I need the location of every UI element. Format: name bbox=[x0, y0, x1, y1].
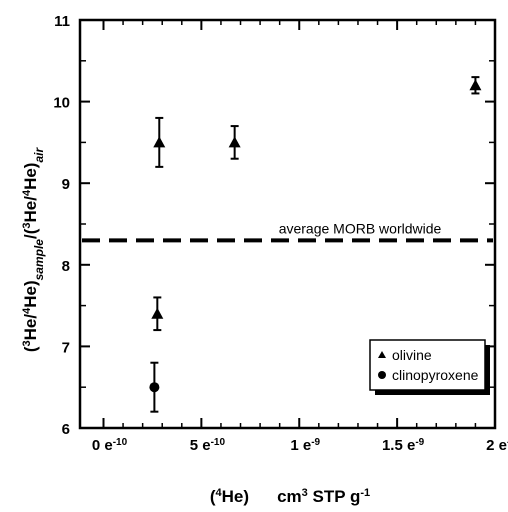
legend-box bbox=[369, 339, 486, 391]
ylabel-sup: 4 bbox=[21, 307, 33, 314]
ylabel-sub: air bbox=[32, 147, 46, 163]
xlabel-part: STP g bbox=[308, 487, 361, 506]
x-tick-label: 0 e-10 bbox=[92, 437, 128, 455]
x-tick-label: 1.5 e-9 bbox=[382, 437, 425, 455]
x-tick-mantissa: 0 e bbox=[92, 437, 113, 454]
legend-label: olivine bbox=[392, 347, 432, 363]
xlabel-part: cm bbox=[277, 487, 302, 506]
x-tick-label: 1 e-9 bbox=[290, 437, 320, 455]
legend-clinopyroxene-marker bbox=[378, 371, 386, 379]
clinopyroxene-point bbox=[149, 382, 160, 393]
x-tick-exponent: -9 bbox=[415, 437, 424, 448]
x-axis-label: (4He) cm3 STP g-1 bbox=[210, 487, 370, 506]
y-tick-label: 10 bbox=[53, 95, 70, 112]
y-tick-label: 11 bbox=[54, 13, 70, 30]
x-tick-label: 2 e-9 bbox=[486, 437, 508, 455]
ylabel-part: ( bbox=[21, 346, 40, 352]
olivine-point bbox=[469, 79, 482, 91]
y-tick-label: 9 bbox=[62, 176, 70, 193]
ylabel-part: He) bbox=[21, 163, 40, 190]
ylabel-part: /( bbox=[21, 228, 40, 239]
x-tick-label: 5 e-10 bbox=[190, 437, 226, 455]
svg-text:(3He/4He)sample/(3He/4He)air: (3He/4He)sample/(3He/4He)air bbox=[21, 147, 46, 353]
olivine-point bbox=[153, 136, 166, 148]
ylabel-sup: 3 bbox=[21, 223, 33, 229]
xlabel-part: ( bbox=[210, 487, 216, 506]
y-tick-label: 7 bbox=[62, 339, 70, 356]
ylabel-sub: sample bbox=[32, 239, 46, 281]
y-tick-label: 8 bbox=[62, 258, 70, 275]
ylabel-part: He) bbox=[21, 280, 40, 307]
xlabel-part: He) bbox=[222, 487, 249, 506]
xlabel-sup: 3 bbox=[302, 487, 308, 499]
xlabel-sup: -1 bbox=[360, 487, 370, 499]
legend-olivine-marker bbox=[378, 351, 386, 358]
x-tick-exponent: -10 bbox=[113, 437, 128, 448]
legend-label: clinopyroxene bbox=[392, 367, 479, 383]
ylabel-sup: 3 bbox=[21, 340, 33, 346]
xlabel-sup: 4 bbox=[216, 487, 223, 499]
x-tick-exponent: -9 bbox=[507, 437, 508, 448]
x-tick-exponent: -9 bbox=[311, 437, 320, 448]
y-tick-label: 6 bbox=[62, 421, 70, 438]
reference-line-label: average MORB worldwide bbox=[279, 220, 442, 236]
x-tick-mantissa: 2 e bbox=[486, 437, 507, 454]
x-tick-mantissa: 1 e bbox=[290, 437, 311, 454]
x-tick-mantissa: 5 e bbox=[190, 437, 211, 454]
ylabel-sup: 4 bbox=[21, 189, 33, 196]
ylabel-part: He/ bbox=[21, 196, 40, 223]
ylabel-part: He/ bbox=[21, 314, 40, 341]
y-axis-label: (3He/4He)sample/(3He/4He)air bbox=[21, 147, 46, 353]
x-tick-mantissa: 1.5 e bbox=[382, 437, 415, 454]
x-tick-exponent: -10 bbox=[211, 437, 226, 448]
olivine-point bbox=[151, 307, 164, 319]
olivine-point bbox=[228, 136, 241, 148]
